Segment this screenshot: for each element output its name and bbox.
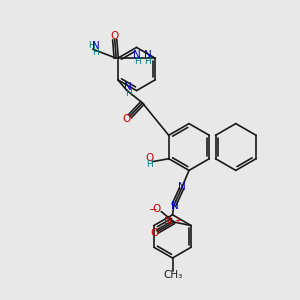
Text: H: H (134, 57, 141, 66)
Text: −: − (148, 205, 157, 215)
Text: O: O (151, 228, 159, 239)
Text: O: O (111, 31, 119, 41)
Text: N: N (178, 182, 186, 192)
Text: N: N (144, 50, 152, 60)
Text: O: O (122, 114, 130, 124)
Text: N: N (164, 217, 171, 227)
Text: O: O (153, 204, 161, 214)
Text: H: H (144, 57, 151, 66)
Text: O: O (146, 153, 154, 163)
Text: CH₃: CH₃ (163, 270, 182, 280)
Text: H: H (125, 89, 132, 98)
Text: H: H (88, 41, 95, 50)
Text: N: N (92, 40, 100, 51)
Text: N: N (124, 82, 132, 92)
Text: N: N (171, 201, 178, 212)
Text: H: H (92, 48, 99, 57)
Text: H: H (146, 160, 153, 169)
Text: N: N (133, 50, 141, 60)
Text: +: + (174, 216, 180, 225)
